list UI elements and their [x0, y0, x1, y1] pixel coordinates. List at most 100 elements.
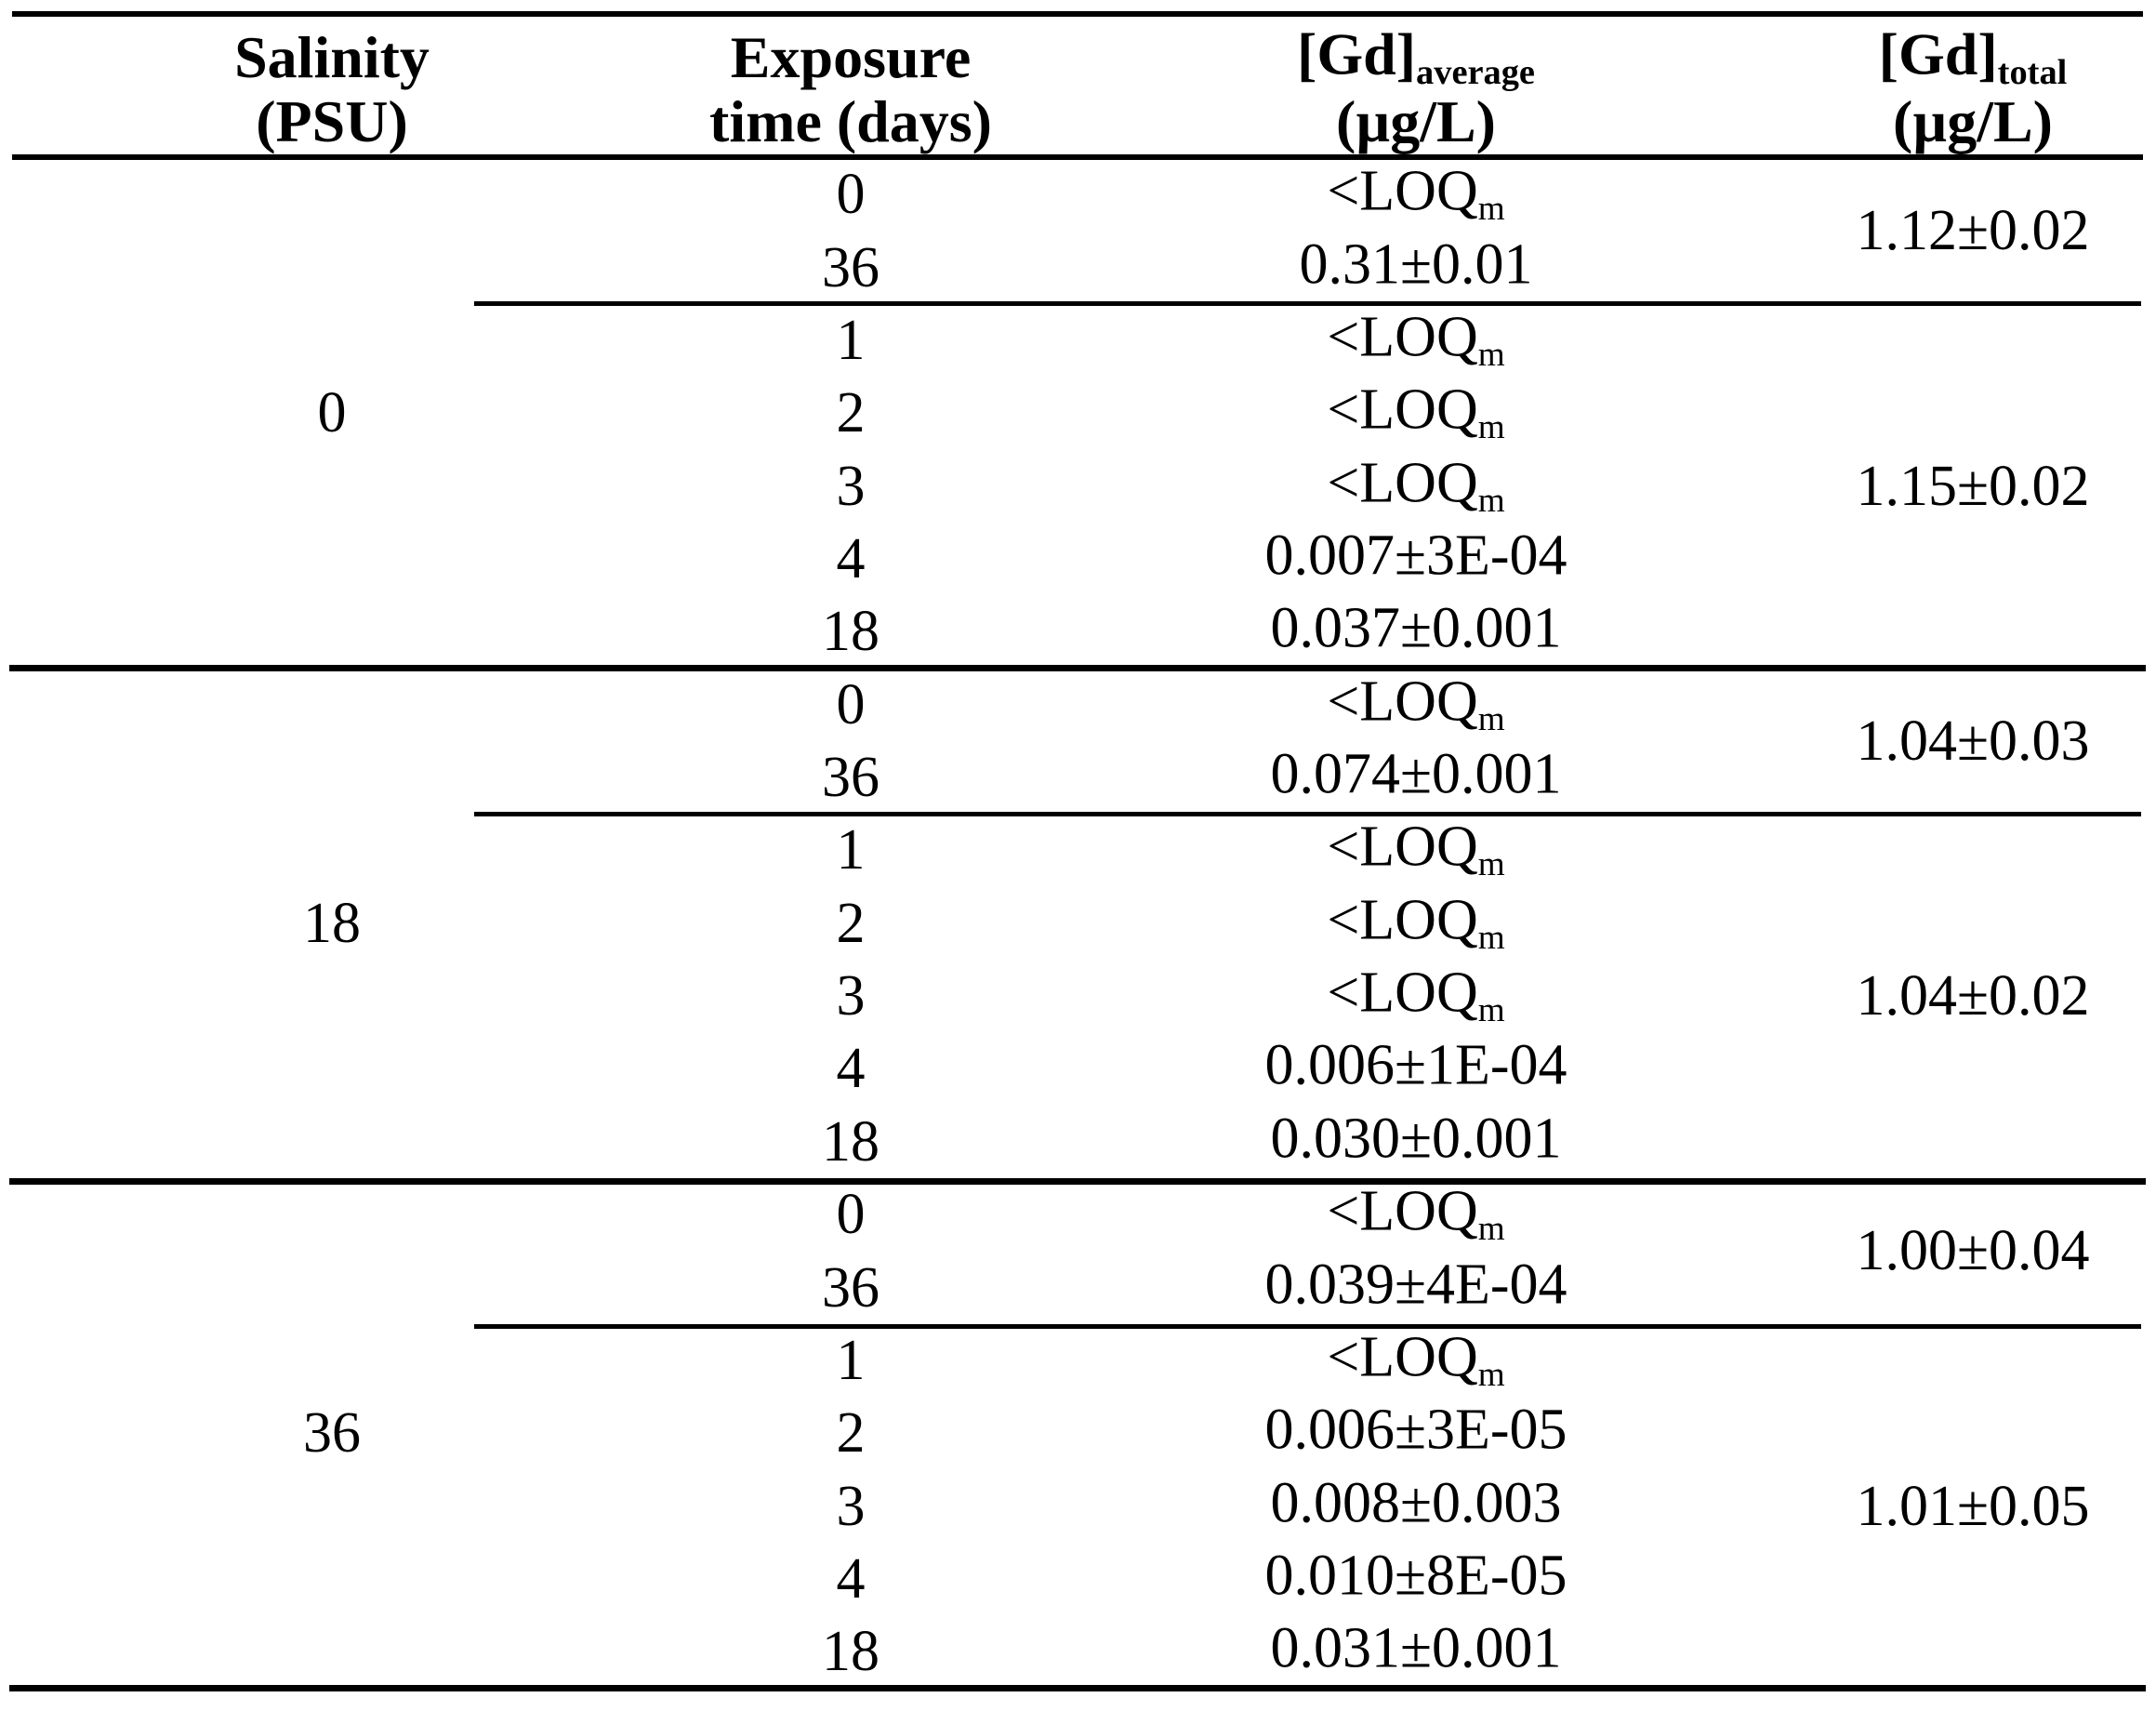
table-rule-subgroup-1 — [474, 301, 2141, 306]
col-header-gd-average: [Gd]average — [1297, 24, 1535, 90]
gd-average-value: 0.037±0.001 — [1270, 600, 1561, 664]
gd-average-value: 0.006±1E-04 — [1264, 1037, 1567, 1101]
loq-subscript: m — [1477, 991, 1505, 1030]
gd-average-value: <LOQm — [1327, 309, 1504, 373]
gd-average-value: 0.31±0.01 — [1299, 236, 1532, 300]
loq-subscript: m — [1477, 1210, 1505, 1249]
salinity-group-label-0: 0 — [317, 381, 347, 444]
table-rule-subgroup-2 — [474, 812, 2141, 816]
exposure-time-value: 4 — [836, 527, 866, 590]
exposure-time-value: 3 — [836, 1475, 866, 1538]
exposure-time-value: 4 — [836, 1037, 866, 1100]
exposure-time-value: 0 — [836, 673, 866, 736]
gd-average-value: 0.008±0.003 — [1270, 1475, 1561, 1539]
gd-average-value: <LOQm — [1327, 892, 1504, 956]
col-header-exposure-line1: Exposure — [730, 24, 972, 90]
exposure-time-value: 36 — [822, 1256, 880, 1320]
gd-average-text: <LOQ — [1327, 1179, 1478, 1243]
gd-total-header-text: [Gd] — [1878, 20, 1998, 87]
table-rule-subgroup-3 — [474, 1324, 2141, 1329]
gd-average-value: <LOQm — [1327, 964, 1504, 1028]
gd-average-text: <LOQ — [1327, 888, 1478, 952]
gd-average-header-text: [Gd] — [1297, 20, 1417, 87]
gd-average-text: 0.074±0.001 — [1270, 742, 1562, 806]
exposure-time-value: 0 — [836, 1183, 866, 1246]
col-header-gd-total: [Gd]total — [1879, 24, 2068, 90]
exposure-time-value: 2 — [836, 1401, 866, 1465]
gd-average-value: <LOQm — [1327, 163, 1504, 227]
loq-subscript: m — [1477, 919, 1505, 958]
table-rule-group-2 — [9, 1178, 2146, 1185]
exposure-time-value: 3 — [836, 455, 866, 518]
exposure-time-value: 36 — [822, 236, 880, 299]
gd-average-value: 0.039±4E-04 — [1264, 1256, 1567, 1320]
gd-average-value: <LOQm — [1327, 673, 1504, 737]
table-rule-bottom — [9, 1685, 2146, 1691]
exposure-time-value: 0 — [836, 163, 866, 226]
loq-subscript: m — [1477, 700, 1505, 739]
gd-average-text: 0.037±0.001 — [1270, 596, 1562, 660]
table-rule-header — [12, 154, 2143, 160]
gd-total-value: 1.04±0.03 — [1856, 710, 2090, 773]
gd-average-value: <LOQm — [1327, 455, 1504, 519]
exposure-time-value: 18 — [822, 1110, 880, 1174]
gd-average-value: <LOQm — [1327, 1183, 1504, 1247]
gd-average-value: <LOQm — [1327, 381, 1504, 445]
col-header-gd-average-unit: (µg/L) — [1336, 88, 1496, 154]
gd-average-value: <LOQm — [1327, 1329, 1504, 1393]
salinity-group-label-18: 18 — [303, 892, 361, 955]
gd-average-header-subscript: average — [1416, 53, 1535, 93]
exposure-time-value: 3 — [836, 964, 866, 1028]
gd-average-text: <LOQ — [1327, 159, 1478, 223]
gd-average-text: <LOQ — [1327, 670, 1478, 734]
gd-average-text: <LOQ — [1327, 451, 1478, 515]
exposure-time-value: 1 — [836, 1329, 866, 1392]
loq-subscript: m — [1477, 845, 1505, 884]
salinity-group-label-36: 36 — [303, 1401, 361, 1465]
table-rule-top — [12, 11, 2143, 17]
gd-average-value: 0.006±3E-05 — [1264, 1401, 1567, 1466]
table-rule-group-1 — [9, 665, 2146, 671]
loq-subscript: m — [1477, 190, 1505, 229]
gd-average-text: 0.008±0.003 — [1270, 1471, 1562, 1535]
exposure-time-value: 4 — [836, 1547, 866, 1611]
loq-subscript: m — [1477, 482, 1505, 521]
exposure-time-value: 2 — [836, 892, 866, 955]
gd-average-value: 0.010±8E-05 — [1264, 1547, 1567, 1612]
loq-subscript: m — [1477, 336, 1505, 375]
gd-average-text: 0.007±3E-04 — [1264, 524, 1567, 588]
gd-average-text: <LOQ — [1327, 815, 1478, 879]
gd-average-text: 0.006±3E-05 — [1264, 1398, 1567, 1462]
gd-average-text: 0.31±0.01 — [1299, 232, 1533, 297]
gd-average-text: <LOQ — [1327, 378, 1478, 442]
loq-subscript: m — [1477, 1356, 1505, 1395]
col-header-salinity-line1: Salinity — [234, 24, 430, 90]
gd-average-value: 0.031±0.001 — [1270, 1620, 1561, 1684]
loq-subscript: m — [1477, 408, 1505, 447]
gd-total-value: 1.00±0.04 — [1856, 1219, 2090, 1282]
gd-total-value: 1.04±0.02 — [1856, 964, 2090, 1028]
gd-average-value: 0.030±0.001 — [1270, 1110, 1561, 1174]
col-header-exposure-line2: time (days) — [709, 88, 992, 154]
exposure-time-value: 1 — [836, 309, 866, 372]
col-header-salinity-line2: (PSU) — [256, 88, 408, 154]
gd-total-value: 1.01±0.05 — [1856, 1475, 2090, 1538]
gd-average-text: 0.031±0.001 — [1270, 1616, 1562, 1680]
gd-average-value: 0.007±3E-04 — [1264, 527, 1567, 591]
gd-average-text: 0.006±1E-04 — [1264, 1033, 1567, 1097]
gd-average-text: <LOQ — [1327, 961, 1478, 1025]
col-header-gd-total-unit: (µg/L) — [1893, 88, 2053, 154]
gd-total-header-subscript: total — [1997, 53, 2068, 93]
exposure-time-value: 36 — [822, 746, 880, 809]
exposure-time-value: 18 — [822, 600, 880, 663]
gd-average-text: <LOQ — [1327, 1325, 1478, 1389]
gd-total-value: 1.12±0.02 — [1856, 199, 2090, 262]
gd-average-text: 0.010±8E-05 — [1264, 1544, 1567, 1608]
gd-average-value: 0.074±0.001 — [1270, 746, 1561, 810]
gd-total-value: 1.15±0.02 — [1856, 455, 2090, 518]
gd-average-text: <LOQ — [1327, 305, 1478, 369]
gd-average-text: 0.030±0.001 — [1270, 1107, 1562, 1171]
exposure-time-value: 2 — [836, 381, 866, 444]
gd-average-text: 0.039±4E-04 — [1264, 1253, 1567, 1317]
